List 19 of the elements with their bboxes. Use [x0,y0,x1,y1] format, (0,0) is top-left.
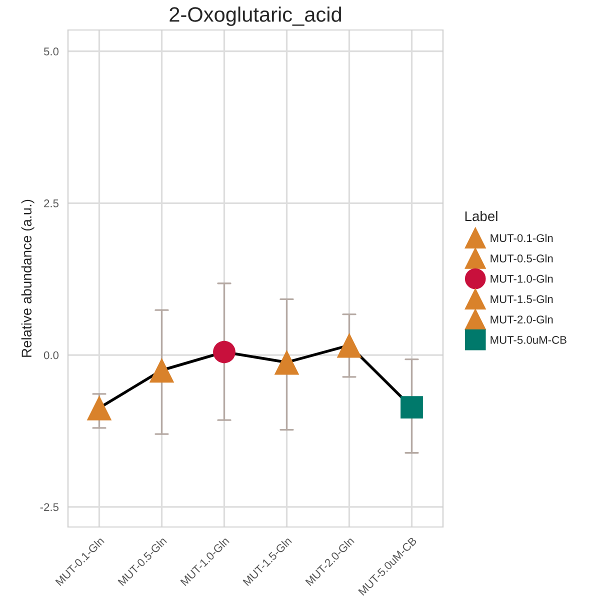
legend-title: Label [465,210,498,222]
point [400,396,423,419]
point [274,350,300,375]
y-tick-label: 5.0 [44,48,59,56]
point [86,395,112,420]
legend-label: MUT-5.0uM-CB [490,336,566,344]
point [213,340,236,364]
legend-label: MUT-1.0-Gln [490,274,553,283]
chart-title: 2-Oxoglutaric_acid [170,6,342,26]
legend-label: MUT-0.1-Gln [490,234,553,242]
y-axis-title: Relative abundance (a.u.) [21,200,34,357]
legend-label: MUT-0.5-Gln [490,254,553,262]
y-tick-label: 2.5 [44,199,59,208]
point [149,358,174,383]
y-tick-label: -2.5 [40,503,59,512]
point [336,332,362,358]
legend-label: MUT-2.0-Gln [490,315,553,324]
legend-label: MUT-1.5-Gln [490,294,553,304]
y-tick-label: 0.0 [44,351,59,360]
